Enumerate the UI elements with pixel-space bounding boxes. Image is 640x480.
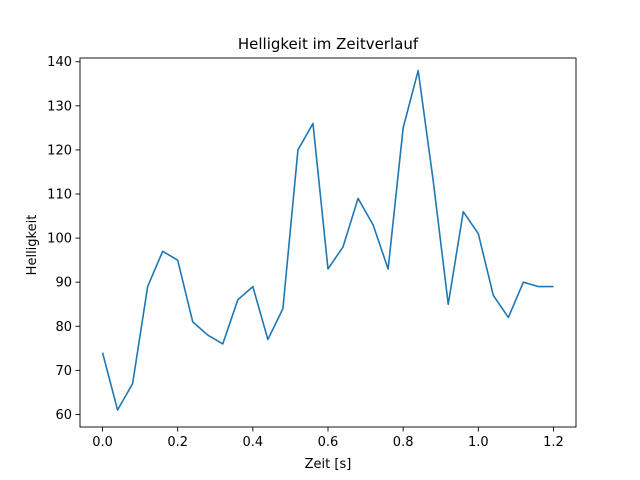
x-tick-label: 0.0 [92,435,113,450]
x-tick-label: 1.0 [468,435,489,450]
y-tick-label: 60 [55,408,72,423]
x-tick-label: 0.2 [167,435,188,450]
y-tick-label: 90 [55,276,72,291]
x-tick-label: 0.6 [318,435,339,450]
y-tick-label: 110 [47,188,72,203]
x-tick-label: 0.8 [393,435,414,450]
y-tick-label: 120 [47,143,72,158]
series-line-0 [101,69,554,411]
x-tick-label: 1.2 [543,435,564,450]
y-tick-label: 80 [55,320,72,335]
x-tick-label: 0.4 [243,435,264,450]
y-tick-label: 130 [47,99,72,114]
y-tick-label: 100 [47,232,72,247]
y-tick-label: 140 [47,55,72,70]
chart-title: Helligkeit im Zeitverlauf [238,35,419,53]
y-axis-label: Helligkeit [25,215,40,276]
y-tick-label: 70 [55,364,72,379]
plot-area: 0.0 0.2 0.4 0.6 0.8 1.0 1.2 60 70 80 90 100 110 120 13… [47,55,577,450]
x-axis-label: Zeit [s] [305,457,352,472]
